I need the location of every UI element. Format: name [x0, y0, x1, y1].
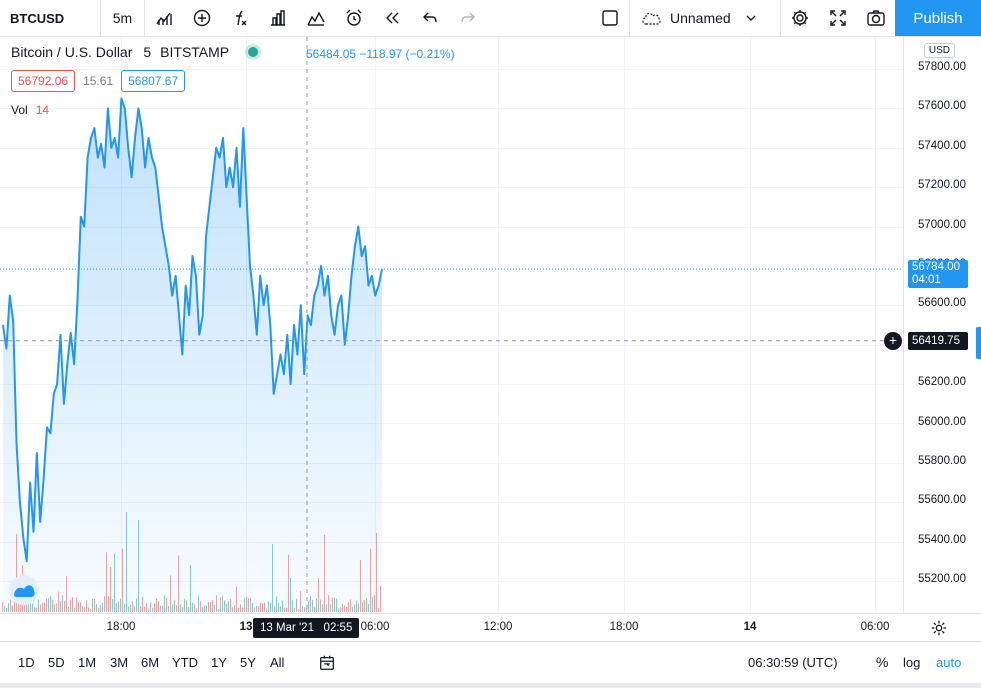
bid-ask: 56792.06 15.61 56807.67 — [11, 70, 186, 92]
time-tick-label: 18:00 — [106, 621, 136, 633]
time-tick-label: 06:00 — [860, 621, 890, 633]
interval-button[interactable]: 5m — [112, 10, 133, 26]
range-button-1d[interactable]: 1D — [18, 655, 35, 670]
legend-interval: 5 — [143, 44, 152, 60]
volume-legend: Vol 14 — [11, 103, 49, 117]
templates-icon[interactable] — [297, 0, 335, 37]
price-area-fill — [3, 98, 382, 613]
indicators-icon[interactable] — [221, 0, 259, 37]
crosshair-time-label: 13 Mar '21 02:55 — [253, 618, 360, 638]
toolbar-spacer — [487, 0, 591, 37]
price-tick-label: 56200.00 — [918, 376, 966, 389]
auto-scale-toggle[interactable]: auto — [936, 655, 962, 670]
add-alert-icon[interactable]: + — [884, 331, 902, 350]
financials-icon[interactable] — [259, 0, 297, 37]
bottom-strip — [0, 683, 981, 688]
spread-value: 15.61 — [83, 74, 114, 88]
log-scale-toggle[interactable]: log — [903, 655, 921, 670]
toolbar-divider — [100, 0, 101, 37]
series-legend: Bitcoin / U.S. Dollar 5 BITSTAMP — [11, 44, 259, 60]
snapshot-icon[interactable] — [857, 0, 895, 37]
price-tick-label: 55400.00 — [918, 533, 966, 546]
crosshair-price-label: 56419.75 — [908, 331, 968, 350]
last-price-value: 56784.00 — [912, 261, 960, 274]
time-tick-label: 14 — [743, 621, 757, 633]
bid-price[interactable]: 56792.06 — [11, 70, 76, 92]
range-button-5d[interactable]: 5D — [48, 655, 65, 670]
range-button-1y[interactable]: 1Y — [211, 655, 227, 670]
checkbox-icon[interactable] — [591, 0, 629, 37]
range-button-all[interactable]: All — [270, 655, 285, 670]
range-button-3m[interactable]: 3M — [110, 655, 129, 670]
time-tick-label: 12:00 — [483, 621, 513, 633]
symbol-search[interactable]: BTCUSD — [10, 10, 65, 26]
price-tick-label: 57000.00 — [918, 218, 966, 231]
price-scale[interactable]: USD 57800.00 57600.00 57400.00 57200.00 5700… — [903, 37, 981, 613]
alert-icon[interactable] — [335, 0, 373, 37]
time-tick-label: 13 — [239, 621, 253, 633]
settings-icon[interactable] — [781, 0, 819, 37]
price-tick-label: 55800.00 — [918, 455, 966, 467]
cloud-icon — [642, 12, 661, 25]
market-status-icon[interactable] — [248, 47, 259, 57]
undo-icon[interactable] — [411, 0, 449, 37]
range-button-6m[interactable]: 6M — [141, 655, 160, 670]
chart-settings-gear-icon[interactable] — [930, 619, 948, 637]
range-button-ytd[interactable]: YTD — [172, 655, 198, 670]
price-chart[interactable] — [0, 37, 903, 613]
time-axis[interactable]: 18:00 13 06:00 12:00 18:00 14 06:00 13 Mar '21… — [0, 613, 981, 641]
publish-button[interactable]: Publish — [895, 0, 981, 36]
toolbar-divider — [780, 0, 781, 37]
go-to-date-icon[interactable] — [318, 654, 338, 672]
volume-value: 14 — [35, 103, 50, 117]
bar-style-icon[interactable] — [145, 0, 183, 37]
symbol-title[interactable]: Bitcoin / U.S. Dollar — [11, 44, 133, 60]
top-toolbar: BTCUSD 5m Unnamed — [0, 0, 981, 37]
price-tick-label: 56000.00 — [918, 415, 966, 428]
toolbar-divider — [629, 0, 630, 37]
chart-pane[interactable] — [0, 37, 903, 613]
price-tick-label: 57200.00 — [918, 179, 966, 192]
price-tick-label: 57600.00 — [918, 100, 966, 113]
side-panel-handle[interactable] — [976, 327, 981, 359]
toolbar-divider — [144, 0, 145, 37]
time-tick-label: 18:00 — [609, 621, 639, 633]
replay-icon[interactable] — [373, 0, 411, 37]
price-line — [2, 97, 383, 563]
range-button-1m[interactable]: 1M — [78, 655, 97, 670]
price-change-readout: 56484.05 −118.97 (−0.21%) — [306, 47, 455, 61]
layout-menu[interactable]: Unnamed — [630, 0, 780, 37]
price-tick-label: 55200.00 — [918, 573, 966, 586]
last-price-label: 56784.00 04:01 — [908, 260, 968, 289]
time-tick-label: 06:00 — [360, 621, 390, 633]
percent-scale-toggle[interactable]: % — [876, 654, 889, 670]
tradingview-logo-icon — [14, 585, 35, 597]
bottom-toolbar: 1D 5D 1M 3M 6M YTD 1Y 5Y All 06:30:59 (UTC) % lo… — [0, 641, 981, 688]
bar-countdown: 04:01 — [912, 274, 941, 287]
volume-bar — [2, 602, 3, 612]
range-button-5y[interactable]: 5Y — [240, 655, 256, 670]
chevron-down-icon — [746, 15, 756, 21]
ask-price[interactable]: 56807.67 — [121, 70, 186, 92]
price-tick-label: 57800.00 — [918, 61, 966, 73]
utc-clock[interactable]: 06:30:59 (UTC) — [748, 655, 838, 670]
legend-exchange: BITSTAMP — [160, 44, 230, 60]
fullscreen-icon[interactable] — [819, 0, 857, 37]
price-tick-label: 56600.00 — [918, 297, 966, 310]
currency-badge[interactable]: USD — [923, 43, 955, 58]
layout-name-label: Unnamed — [670, 10, 731, 26]
price-tick-label: 57400.00 — [918, 139, 966, 152]
redo-icon[interactable] — [449, 0, 487, 37]
volume-label: Vol — [11, 103, 28, 117]
price-tick-label: 55600.00 — [918, 494, 966, 507]
compare-add-icon[interactable] — [183, 0, 221, 37]
